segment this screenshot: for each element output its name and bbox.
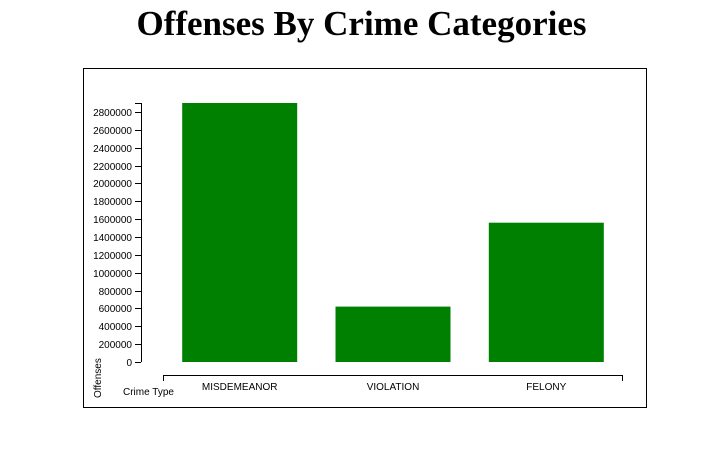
y-tick-label: 0 [126,358,132,369]
y-tick-label: 200000 [99,340,133,351]
y-tick-label: 1600000 [93,215,132,226]
y-tick-label: 400000 [99,322,133,333]
y-tick-label: 1800000 [93,197,132,208]
y-tick-label: 800000 [99,287,133,298]
y-tick-label: 2800000 [93,108,132,119]
bars [182,103,604,362]
y-tick-label: 2400000 [93,144,132,155]
bar-chart: 0 200000 400000 600000 800000 1000000 1200000 1… [83,68,647,408]
y-tick-label: 2600000 [93,126,132,137]
y-tick-label: 600000 [99,304,133,315]
x-axis-label: Crime Type [123,387,174,398]
y-tick-label: 1200000 [93,251,132,262]
chart-title: Offenses By Crime Categories [136,4,587,43]
y-axis: 0 200000 400000 600000 800000 1000000 1200000 1… [93,103,142,369]
x-tick-label: MISDEMEANOR [202,382,278,393]
bar-violation [335,306,451,362]
x-tick-label: FELONY [526,382,566,393]
bar-felony [488,222,604,362]
y-tick-label: 2200000 [93,162,132,173]
x-tick-label: VIOLATION [367,382,420,393]
x-axis: MISDEMEANOR VIOLATION FELONY [163,375,623,393]
y-tick-label: 2000000 [93,179,132,190]
bar-misdemeanor [182,103,298,362]
y-axis-label: Offenses [93,358,104,398]
y-tick-label: 1000000 [93,269,132,280]
y-tick-label: 1400000 [93,233,132,244]
